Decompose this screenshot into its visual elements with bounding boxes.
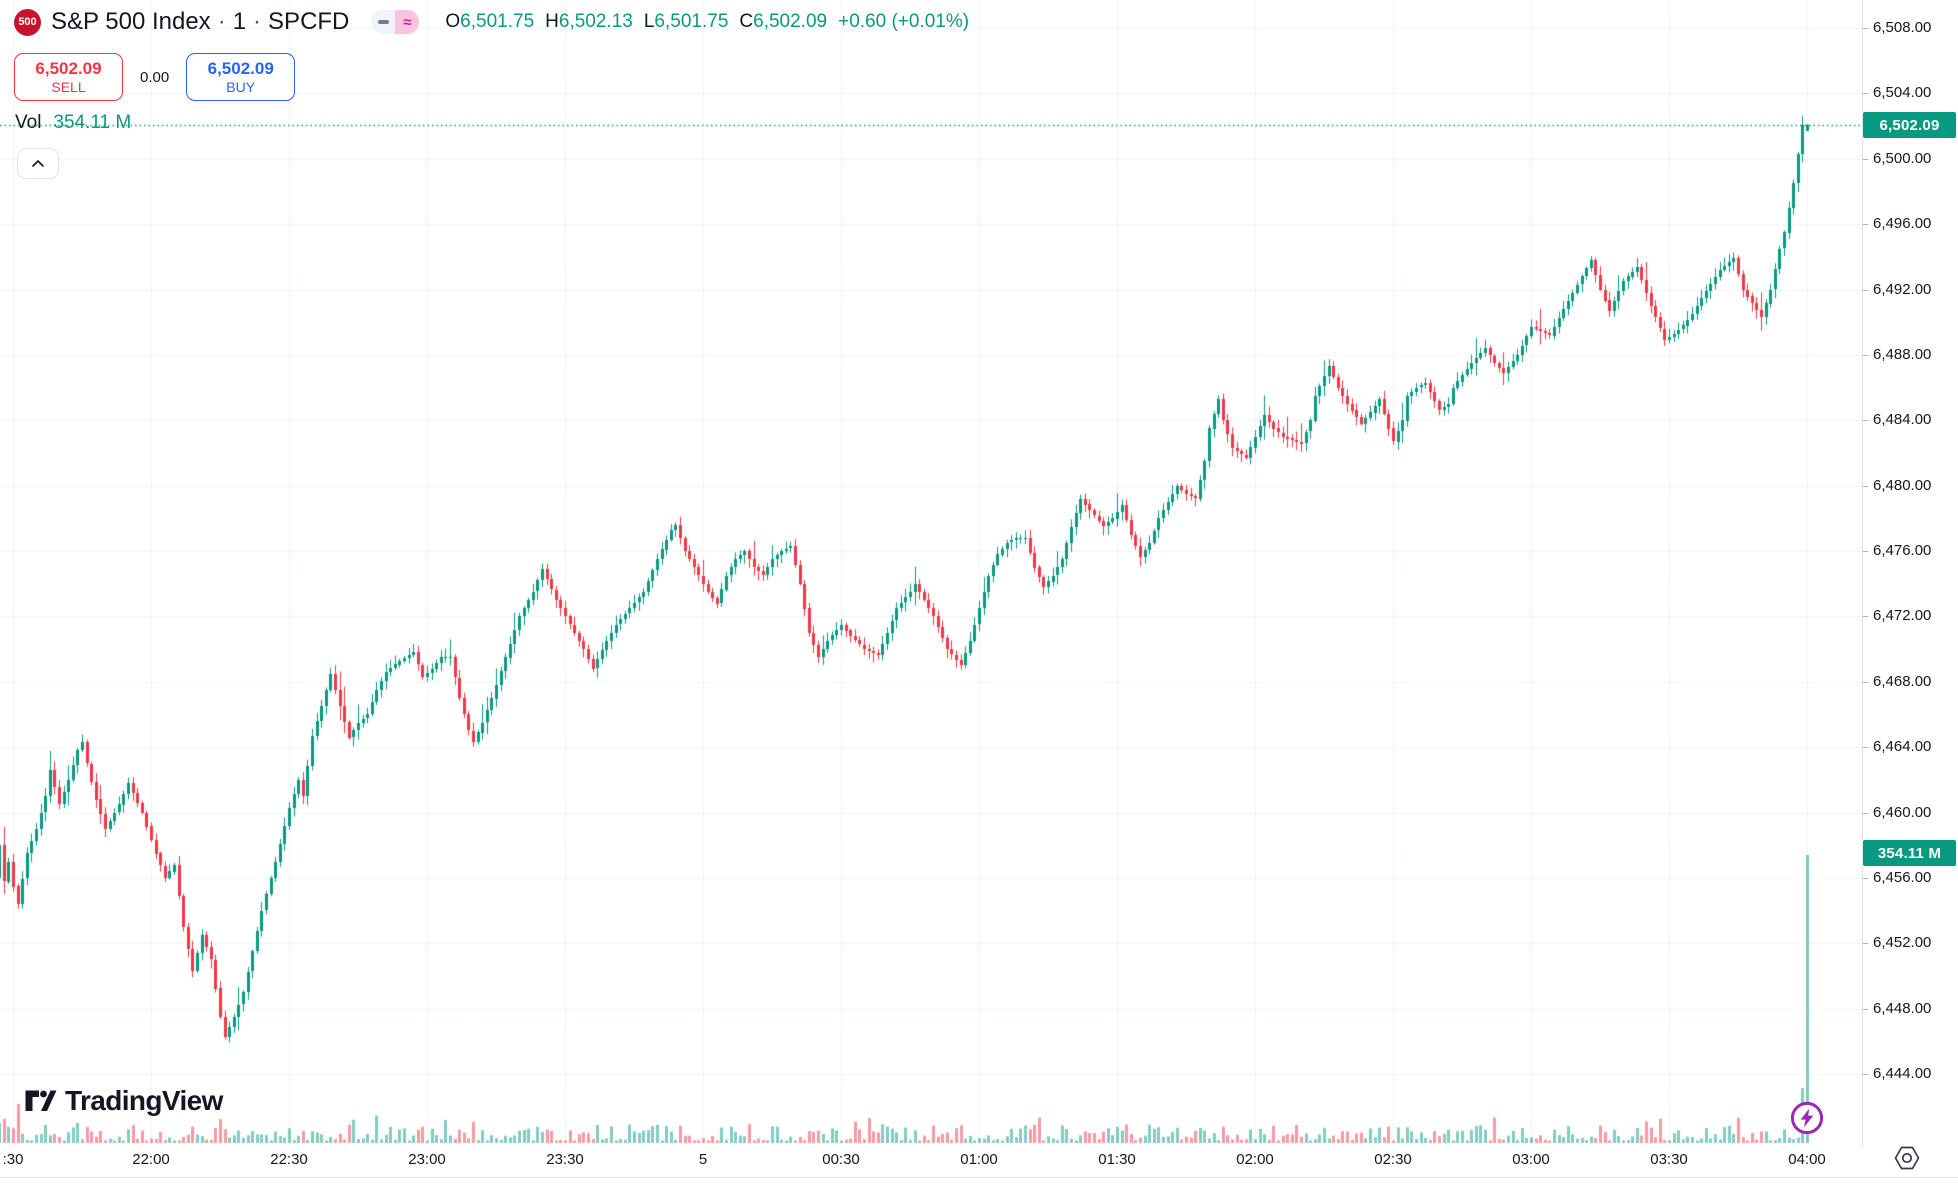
price-axis-label: 6,496.00 <box>1873 215 1932 232</box>
price-axis-tick <box>1863 224 1868 225</box>
chart-legend: 500 S&P 500 Index · 1 · SPCFD ≈ O6,501.75 H6… <box>14 8 980 36</box>
price-axis-tick <box>1863 355 1868 356</box>
title-separator: · <box>217 8 226 35</box>
time-axis-label: 03:00 <box>1512 1151 1550 1168</box>
time-axis-label: 23:00 <box>408 1151 446 1168</box>
high-label: H <box>545 11 559 32</box>
sell-button[interactable]: 6,502.09 SELL <box>14 53 123 101</box>
price-axis-label: 6,448.00 <box>1873 1000 1932 1017</box>
price-axis[interactable]: 6,508.00 6,504.00 6,500.00 6,496.00 6,492.00… <box>1862 0 1958 1147</box>
time-axis[interactable]: :30 22:00 22:30 23:00 23:30 5 00:30 01:00 01:30 0… <box>0 1147 1958 1185</box>
time-axis-label: 02:30 <box>1374 1151 1412 1168</box>
approx-icon[interactable]: ≈ <box>395 10 420 34</box>
price-axis-label: 6,452.00 <box>1873 934 1932 951</box>
price-axis-tick <box>1863 93 1868 94</box>
price-axis-label: 6,464.00 <box>1873 738 1932 755</box>
price-axis-tick <box>1863 1009 1868 1010</box>
low-label: L <box>643 11 655 32</box>
price-axis-label: 6,460.00 <box>1873 804 1932 821</box>
open-value: 6,501.75 <box>460 11 535 32</box>
symbol-name-button[interactable]: S&P 500 Index <box>51 8 211 35</box>
volume-label: Vol <box>15 112 42 133</box>
bottom-divider <box>0 1177 1958 1178</box>
price-axis-tick <box>1863 1074 1868 1075</box>
buy-price: 6,502.09 <box>207 58 274 78</box>
axis-settings-button[interactable] <box>1892 1145 1922 1171</box>
price-axis-label: 6,504.00 <box>1873 84 1932 101</box>
price-axis-tick <box>1863 420 1868 421</box>
price-axis-tick <box>1863 943 1868 944</box>
ohlc-legend: O6,501.75 H6,502.13 L6,501.75 C6,502.09 … <box>445 11 980 33</box>
tradingview-logo-text: TradingView <box>65 1085 223 1116</box>
price-axis-tick <box>1863 747 1868 748</box>
price-axis-label: 6,492.00 <box>1873 281 1932 298</box>
trade-panel: 6,502.09 SELL 0.00 6,502.09 BUY <box>14 53 296 101</box>
price-axis-tick <box>1863 813 1868 814</box>
legend-visibility-toggle[interactable]: ≈ <box>371 10 420 34</box>
volume-value: 354.11 M <box>53 112 132 133</box>
price-axis-label: 6,444.00 <box>1873 1065 1932 1082</box>
chevron-up-icon <box>32 160 44 167</box>
price-axis-label: 6,476.00 <box>1873 542 1932 559</box>
high-value: 6,502.13 <box>558 11 633 32</box>
price-axis-tick <box>1863 28 1868 29</box>
price-axis-label: 6,472.00 <box>1873 607 1932 624</box>
price-axis-label: 6,488.00 <box>1873 346 1932 363</box>
tradingview-logo[interactable]: TradingView <box>24 1085 223 1117</box>
time-axis-label: 00:30 <box>822 1151 860 1168</box>
price-axis-tick <box>1863 486 1868 487</box>
hide-indicator-icon[interactable] <box>371 10 396 34</box>
candlestick-chart-canvas[interactable] <box>0 0 1862 1147</box>
market-status-button[interactable] <box>1789 1100 1825 1136</box>
price-axis-label: 6,480.00 <box>1873 477 1932 494</box>
sell-price: 6,502.09 <box>35 58 102 78</box>
low-value: 6,501.75 <box>654 11 729 32</box>
hexagon-eye-icon <box>1894 1146 1920 1170</box>
last-price-badge: 6,502.09 <box>1863 112 1956 138</box>
change-value: +0.60 (+0.01%) <box>838 11 970 32</box>
tradingview-mark-icon <box>25 1090 57 1111</box>
close-label: C <box>739 11 754 32</box>
spread-value: 0.00 <box>140 68 170 86</box>
dash-icon <box>377 20 389 24</box>
time-axis-label: 03:30 <box>1650 1151 1688 1168</box>
volume-axis-badge: 354.11 M <box>1863 840 1956 866</box>
chart-title: S&P 500 Index · 1 · SPCFD <box>51 8 349 36</box>
price-axis-label: 6,508.00 <box>1873 19 1932 36</box>
buy-button[interactable]: 6,502.09 BUY <box>186 53 296 101</box>
price-axis-tick <box>1863 616 1868 617</box>
time-axis-label: 04:00 <box>1788 1151 1826 1168</box>
time-axis-label: 22:30 <box>270 1151 308 1168</box>
symbol-logo-badge: 500 <box>14 8 41 36</box>
price-axis-tick <box>1863 682 1868 683</box>
approx-glyph: ≈ <box>403 13 412 31</box>
price-axis-label: 6,484.00 <box>1873 411 1932 428</box>
price-axis-tick <box>1863 159 1868 160</box>
volume-legend: Vol 354.11 M <box>15 112 131 134</box>
lightning-icon <box>1790 1101 1824 1135</box>
price-axis-label: 6,468.00 <box>1873 673 1932 690</box>
price-axis-label: 6,500.00 <box>1873 150 1932 167</box>
time-axis-label: 5 <box>698 1151 708 1168</box>
close-value: 6,502.09 <box>753 11 828 32</box>
feed-label: SPCFD <box>268 8 350 35</box>
sell-label: SELL <box>51 78 86 95</box>
time-axis-label: :30 <box>2 1151 24 1168</box>
buy-label: BUY <box>226 78 256 95</box>
price-axis-label: 6,456.00 <box>1873 869 1932 886</box>
collapse-pane-button[interactable] <box>17 148 59 179</box>
time-axis-label: 23:30 <box>546 1151 584 1168</box>
interval-button[interactable]: 1 <box>232 8 247 35</box>
price-axis-tick <box>1863 878 1868 879</box>
time-axis-label: 01:30 <box>1098 1151 1136 1168</box>
price-axis-tick <box>1863 551 1868 552</box>
time-axis-label: 02:00 <box>1236 1151 1274 1168</box>
title-separator: · <box>253 8 262 35</box>
open-label: O <box>445 11 461 32</box>
price-axis-tick <box>1863 290 1868 291</box>
time-axis-label: 01:00 <box>960 1151 998 1168</box>
time-axis-label: 22:00 <box>132 1151 170 1168</box>
